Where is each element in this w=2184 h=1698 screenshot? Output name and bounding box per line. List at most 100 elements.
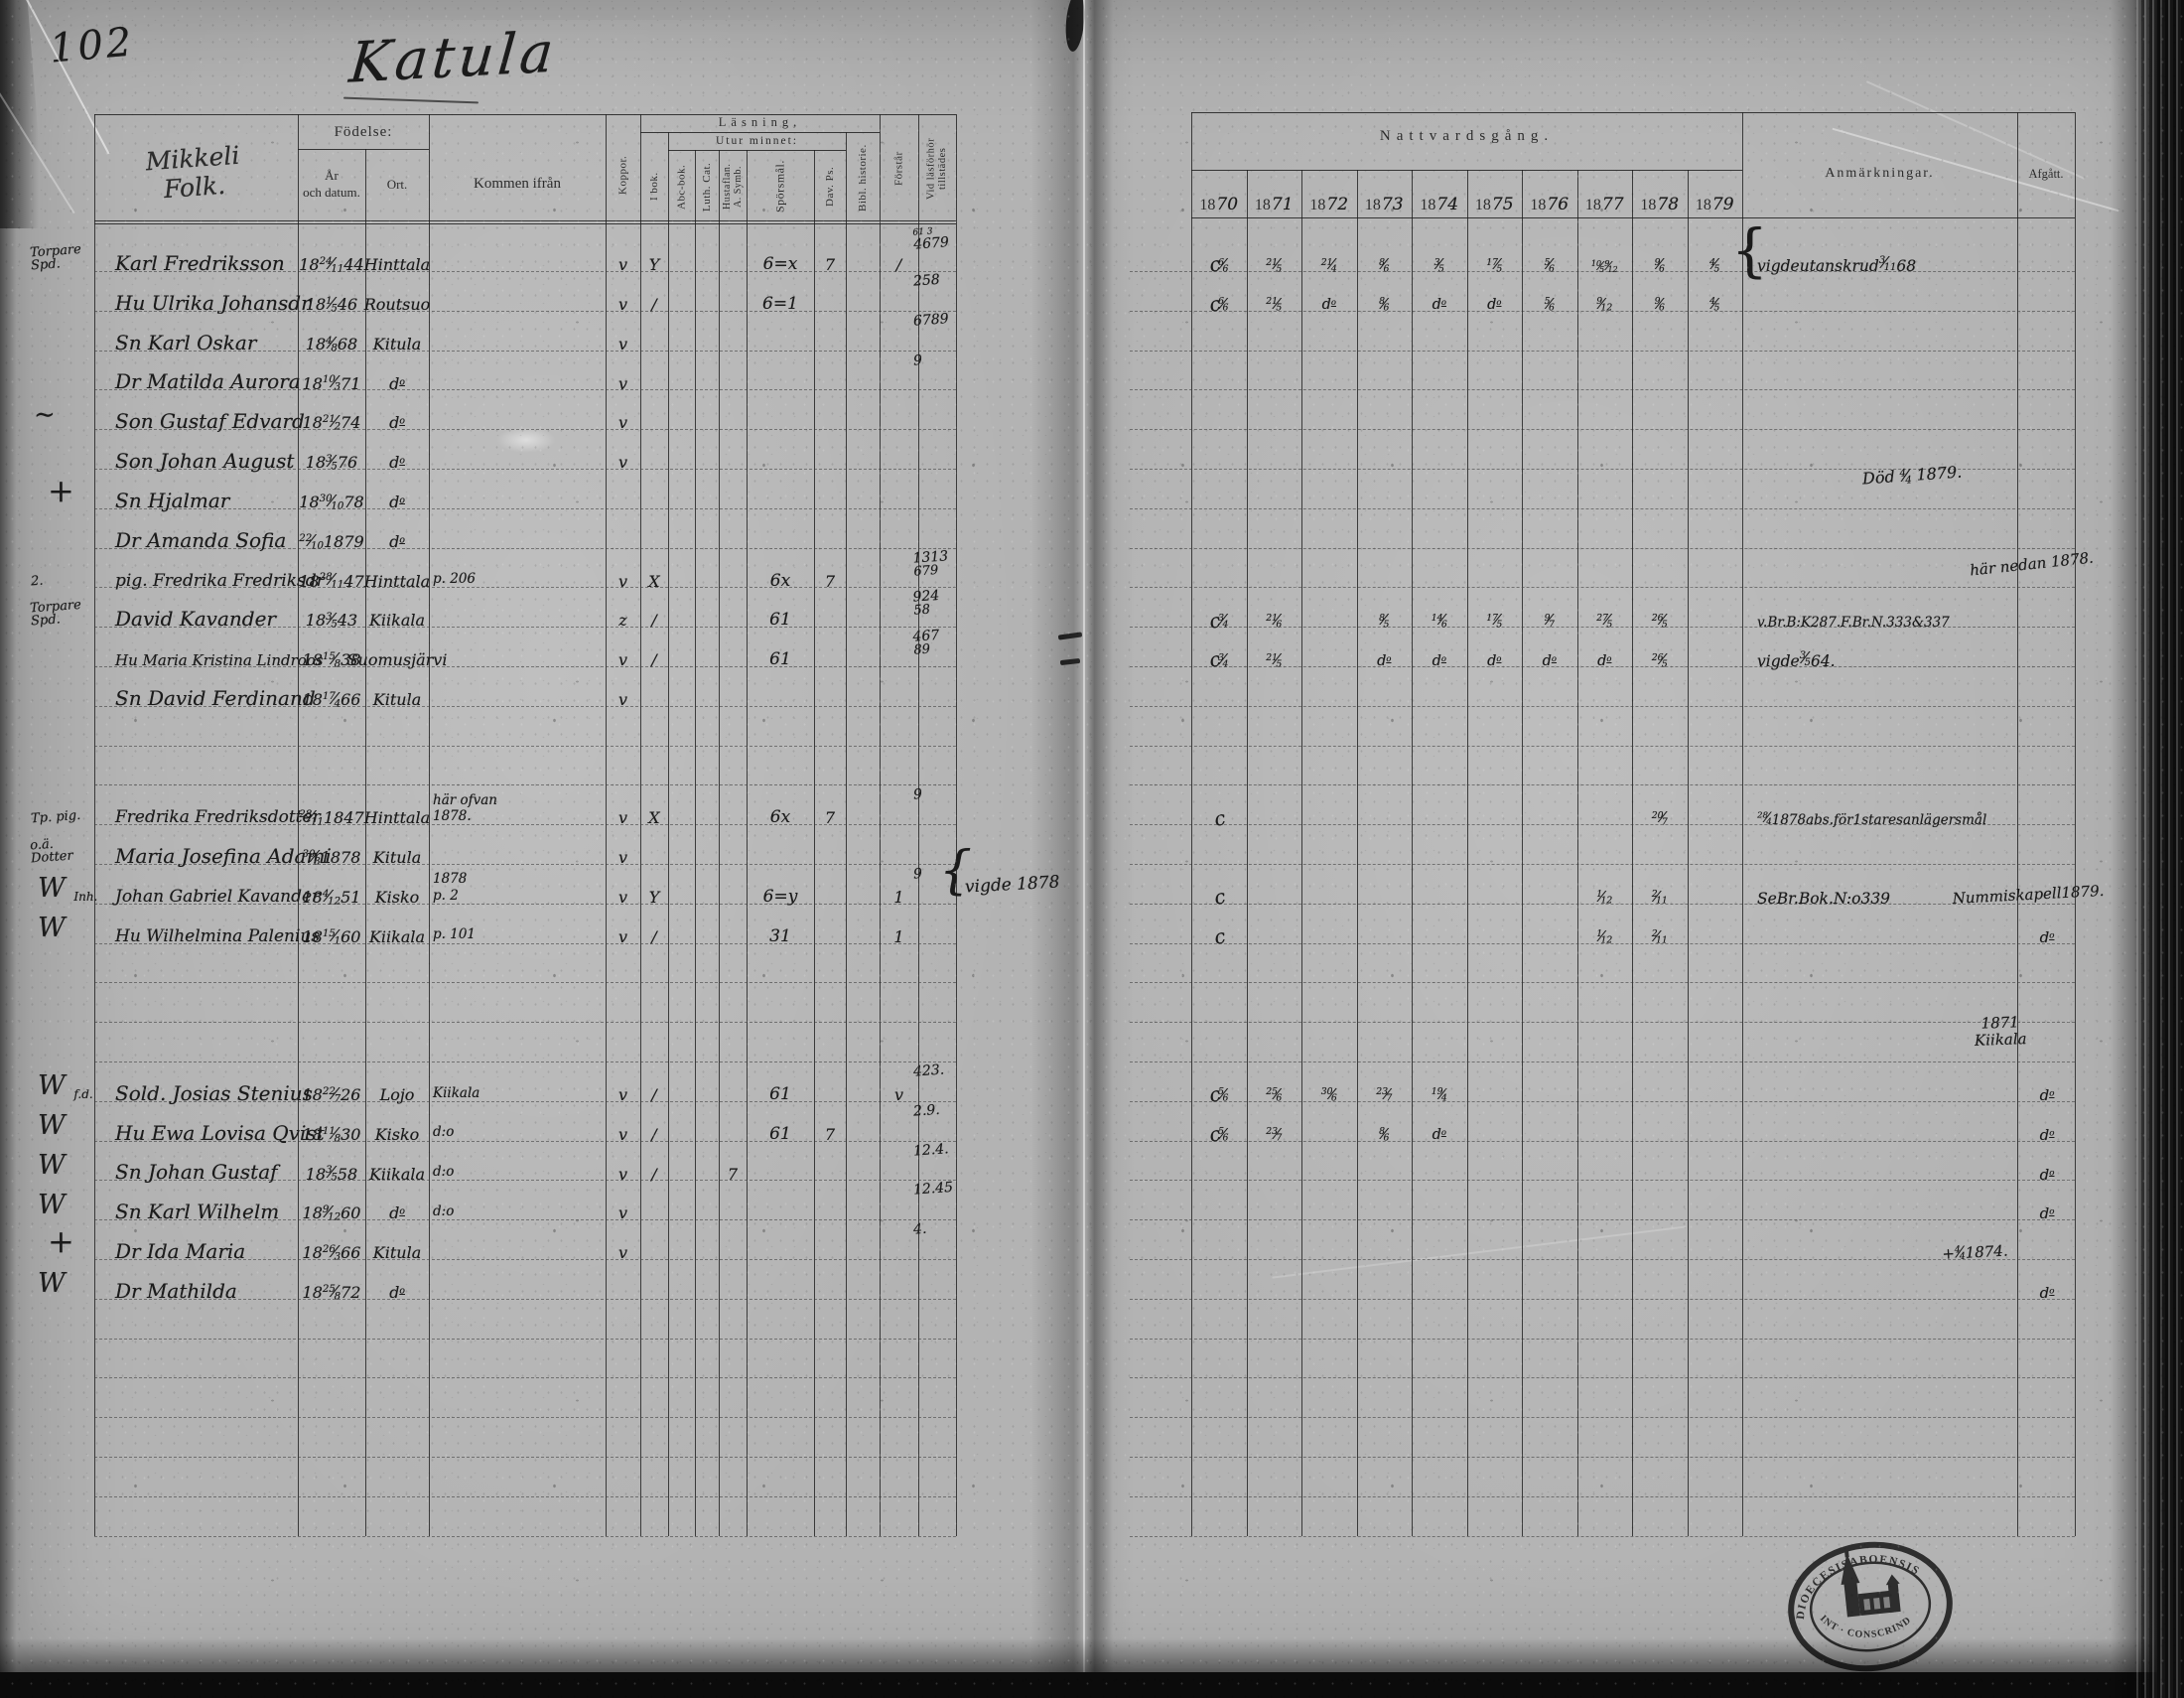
grid-line — [1130, 1495, 2075, 1497]
column-header-bibl-historie: Bibl. historie. — [856, 144, 869, 212]
grid-line — [1632, 170, 1633, 1536]
cell-sp: 6 x — [769, 570, 791, 591]
cell-lasforhor-tillstades: 924 58 — [912, 588, 940, 620]
grid-line — [94, 824, 956, 826]
grid-line — [695, 150, 696, 1536]
cell-kop: v — [617, 848, 628, 868]
cell-communion-1878: 26⁄5 — [1651, 612, 1668, 631]
grid-line — [94, 705, 956, 707]
cell-name: Dr Ida Maria — [115, 1239, 246, 1263]
cell-sp: 6=y — [762, 886, 798, 907]
cell-kop: v — [617, 1243, 628, 1263]
cell-communion-1874: 19⁄4 — [1431, 1086, 1447, 1105]
cell-communion-1878: 9⁄6 — [1654, 256, 1665, 275]
cell-birthdate: 18 15⁄1 60 — [302, 925, 361, 946]
margin-note: W — [38, 913, 66, 944]
grid-line — [719, 150, 720, 1536]
grid-line — [94, 903, 956, 905]
grid-line — [1742, 112, 1743, 1536]
column-header-ar-och-datum: År och datum. — [303, 168, 360, 200]
cell-communion-1878: 26⁄5 — [1651, 651, 1668, 670]
cell-afgatt: do — [2039, 1125, 2055, 1144]
grid-line — [1130, 1061, 2075, 1062]
grid-line — [1130, 1100, 2075, 1102]
grid-line — [94, 469, 956, 470]
cell-communion-1870: c — [1212, 924, 1228, 949]
column-header-fodelse: Födelse: — [334, 123, 393, 140]
cell-ibok: / — [651, 1164, 657, 1184]
grid-line — [668, 150, 846, 151]
cell-communion-1876: 5⁄6 — [1544, 256, 1555, 275]
scan-corner-shadow — [0, 0, 46, 228]
margin-cross: + — [48, 1222, 74, 1261]
cell-birthdate: 18 4⁄12 51 — [302, 886, 361, 908]
cell-ibok: Y — [648, 255, 660, 275]
cell-sp: 6=1 — [762, 293, 798, 314]
cell-name: Sn Karl Oskar — [115, 330, 257, 354]
grid-line — [1130, 942, 2075, 944]
cell-name: Karl Fredriksson — [115, 251, 285, 275]
cell-kop: v — [617, 1164, 628, 1184]
cell-afgatt: do — [2039, 1165, 2055, 1184]
grid-line — [1130, 587, 2075, 589]
cell-communion-1871: 23⁄7 — [1266, 1126, 1283, 1144]
cell-kop: v — [617, 888, 628, 907]
cell-communion-1877: 1⁄12 — [1596, 889, 1613, 908]
grid-line — [1130, 705, 2075, 707]
margin-note: Torpare Spd. — [29, 597, 82, 630]
cell-sp: 6 1 — [769, 1123, 791, 1144]
cell-kommen-ifran: här ofvan 1878. — [433, 791, 497, 824]
grid-line — [1191, 170, 1742, 171]
grid-line — [1130, 864, 2075, 865]
diocese-stamp: DIOECESISABOENSIS INT · CONSCRIND — [1788, 1541, 1953, 1672]
cell-lasforhor-tillstades: 2.9. — [912, 1101, 941, 1120]
cell-communion-1873: 23⁄7 — [1376, 1086, 1393, 1105]
cell-afgatt: do — [2039, 1086, 2055, 1105]
cell-communion-1875: do — [1487, 297, 1502, 314]
book-fold-highlight — [1083, 0, 1085, 1688]
scan-edge-left — [0, 0, 30, 1698]
cell-ibok: / — [651, 295, 657, 314]
grid-line — [94, 1100, 956, 1102]
grid-line — [1301, 170, 1302, 1536]
cell-dp: 7 — [824, 808, 836, 828]
margin-note: W — [38, 1110, 66, 1142]
cell-birthdate: 18 26⁄3 66 — [302, 1242, 361, 1263]
grid-line — [94, 666, 956, 667]
year-header-1872: 18 72 — [1309, 195, 1349, 215]
cell-dp: 7 — [824, 1124, 836, 1144]
cell-birthdate: 18 28⁄11 47 — [299, 570, 364, 591]
cell-birthplace: Routsuo — [363, 295, 431, 314]
cell-lasforhor-tillstades: 467 89 — [912, 628, 940, 659]
margin-note: W — [38, 1268, 66, 1300]
cell-anmarkning: Se Br. Bok. N:o 339 — [1757, 889, 1891, 908]
cell-lasforhor-tillstades: 9 — [912, 786, 923, 804]
grid-line — [1130, 1022, 2075, 1024]
cell-birthplace: do — [389, 413, 405, 433]
cell-name: Hu Wilhelmina Palenius — [115, 925, 321, 946]
cell-ibok: / — [651, 1085, 657, 1104]
church-icon — [1841, 1549, 1901, 1618]
cell-communion-1873: 8⁄6 — [1379, 256, 1390, 275]
grid-line — [1130, 507, 2075, 509]
cell-communion-1870: c 5⁄6 — [1207, 1082, 1229, 1108]
column-header-kommen-ifran: Kommen ifrån — [474, 175, 561, 192]
cell-birthplace: do — [389, 1203, 405, 1223]
cell-name: Dr Matilda Aurora — [115, 369, 301, 394]
column-header-ort: Ort. — [386, 177, 408, 192]
grid-line — [94, 587, 956, 589]
cell-sp: 6 1 — [769, 649, 791, 670]
cell-fo: v — [893, 1085, 904, 1104]
cell-birthplace: do — [389, 1283, 405, 1302]
cell-birthplace: Kitula — [372, 1243, 422, 1263]
cell-kop: v — [617, 1124, 628, 1144]
cell-afgatt: do — [2039, 1204, 2055, 1223]
grid-line — [1130, 429, 2075, 431]
year-header-1878: 18 78 — [1640, 195, 1680, 215]
margin-note: W Inh. — [38, 873, 98, 905]
cell-ibok: Y — [648, 888, 660, 907]
cell-birthplace: Kisko — [374, 888, 420, 907]
grid-line — [94, 1417, 956, 1419]
cell-communion-1875: 17⁄5 — [1486, 612, 1503, 631]
cell-communion-1873: do — [1377, 652, 1392, 669]
